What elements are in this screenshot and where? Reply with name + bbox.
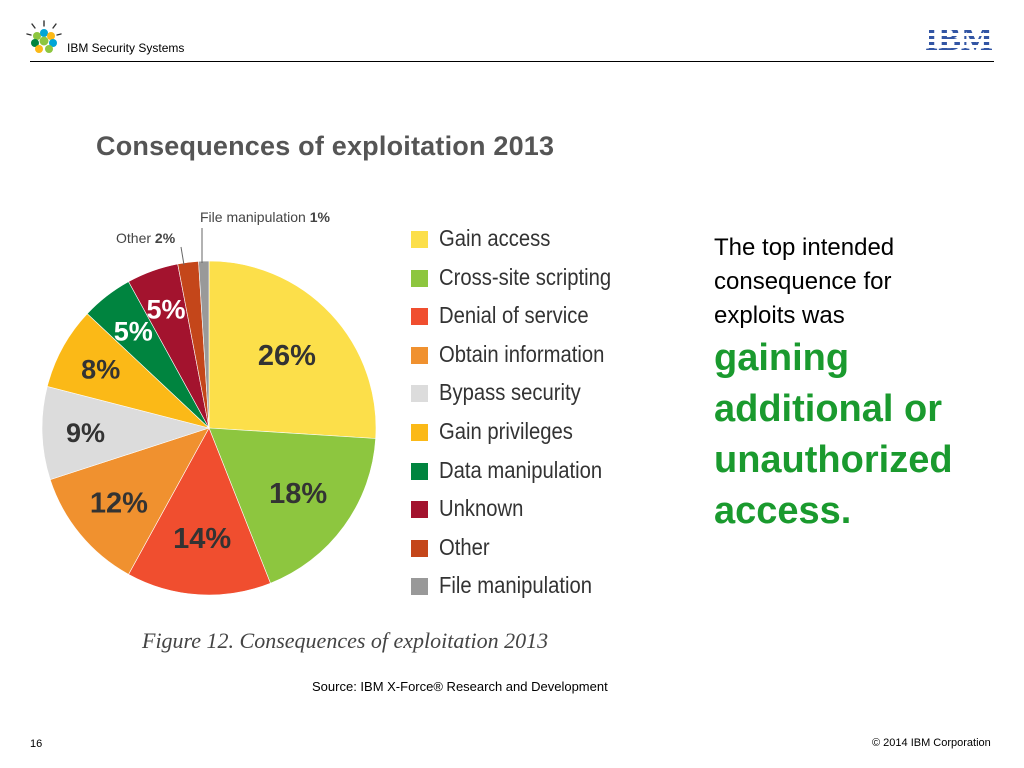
legend-label: Other bbox=[439, 533, 490, 560]
legend-item-bypass-security: Bypass security bbox=[411, 379, 691, 410]
legend-swatch bbox=[411, 539, 428, 557]
takeaway-intro: The top intended consequence for exploit… bbox=[714, 234, 895, 329]
slice-label-unknown: 5% bbox=[146, 295, 185, 325]
legend-swatch bbox=[411, 308, 428, 326]
slice-label-denial-of-service: 14% bbox=[173, 523, 231, 555]
key-takeaway: The top intended consequence for exploit… bbox=[714, 231, 1014, 537]
legend-swatch bbox=[411, 385, 428, 403]
legend-item-data-manipulation: Data manipulation bbox=[411, 456, 691, 488]
legend-label: Denial of service bbox=[439, 302, 589, 329]
legend-label: Gain privileges bbox=[439, 418, 573, 444]
callout-other: Other 2% bbox=[116, 230, 176, 246]
legend-swatch bbox=[411, 424, 428, 441]
figure-caption: Figure 12. Consequences of exploitation … bbox=[142, 628, 549, 653]
legend-swatch bbox=[411, 231, 428, 248]
source-note: Source: IBM X-Force® Research and Develo… bbox=[312, 679, 608, 694]
callout-line-other bbox=[180, 246, 185, 266]
legend-item-denial-of-service: Denial of service bbox=[411, 302, 691, 333]
legend-label: Unknown bbox=[439, 495, 524, 522]
legend-swatch bbox=[411, 269, 428, 287]
legend-item-cross-site-scripting: Cross-site scripting bbox=[411, 263, 691, 295]
legend-item-gain-privileges: Gain privileges bbox=[411, 418, 691, 449]
pie-slice-cross-site-scripting bbox=[208, 427, 376, 584]
copyright: © 2014 IBM Corporation bbox=[872, 737, 991, 749]
slide-header: IBM Security Systems IBM bbox=[0, 0, 1024, 64]
legend-swatch bbox=[411, 501, 428, 519]
ibm-security-logo-icon bbox=[26, 20, 62, 53]
header-title: IBM Security Systems bbox=[67, 41, 185, 55]
legend-label: Data manipulation bbox=[439, 456, 603, 483]
legend-label: Bypass security bbox=[439, 379, 581, 406]
takeaway-emphasis: gaining additional or unauthorized acces… bbox=[714, 337, 953, 532]
chart-title: Consequences of exploitation 2013 bbox=[96, 131, 555, 161]
pie-slice-file-manipulation bbox=[198, 260, 210, 429]
legend-label: Obtain information bbox=[439, 340, 605, 367]
legend-item-obtain-information: Obtain information bbox=[411, 340, 691, 372]
header-divider bbox=[30, 61, 994, 62]
legend-swatch bbox=[411, 578, 428, 596]
legend-label: Gain access bbox=[439, 225, 551, 251]
callout-file-manipulation: File manipulation 1% bbox=[200, 209, 331, 225]
ibm-logo-text: IBM bbox=[925, 23, 993, 51]
legend-item-unknown: Unknown bbox=[411, 495, 691, 526]
ibm-logo: IBM bbox=[925, 23, 993, 51]
legend-swatch bbox=[411, 346, 428, 364]
slice-label-cross-site-scripting: 18% bbox=[269, 478, 327, 510]
pie-slice-bypass-security bbox=[41, 386, 211, 480]
legend-item-other: Other bbox=[411, 533, 691, 565]
slice-label-obtain-information: 12% bbox=[90, 488, 148, 520]
page-number: 16 bbox=[30, 738, 43, 750]
pie-chart: 26% 18% 14% 12% 9% 8% 5%5% File manipulation 1%… bbox=[41, 209, 377, 596]
slice-label-data-manipulation: 5% bbox=[114, 316, 153, 346]
slice-label-bypass-security: 9% bbox=[66, 418, 105, 448]
legend-label: Cross-site scripting bbox=[439, 263, 612, 290]
legend-item-gain-access: Gain access bbox=[411, 225, 691, 256]
slice-label-gain-privileges: 8% bbox=[81, 355, 120, 385]
legend-swatch bbox=[411, 462, 428, 480]
pie-slice-denial-of-service bbox=[128, 427, 271, 596]
legend-item-file-manipulation: File manipulation bbox=[411, 572, 691, 603]
legend-label: File manipulation bbox=[439, 572, 593, 599]
pie-slice-obtain-information bbox=[49, 427, 210, 575]
slice-label-gain-access: 26% bbox=[258, 340, 316, 372]
pie-slice-gain-access bbox=[208, 260, 377, 439]
